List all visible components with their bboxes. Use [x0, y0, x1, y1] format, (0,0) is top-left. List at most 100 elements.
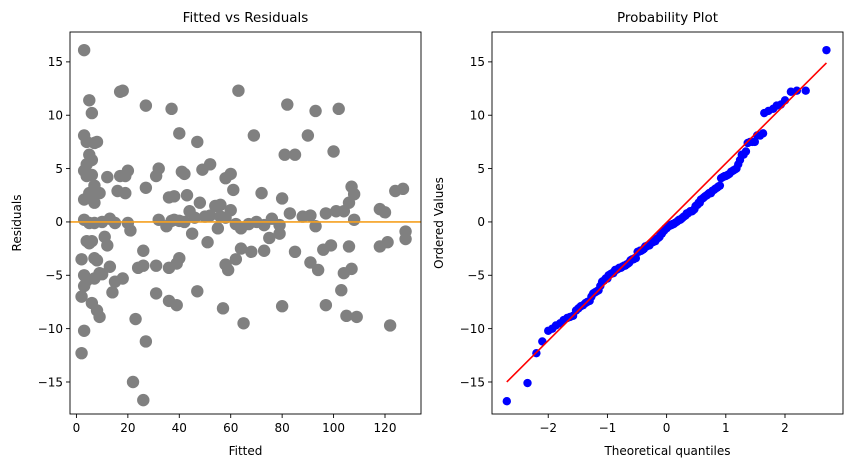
data-point: [227, 183, 240, 197]
data-point: [75, 346, 88, 360]
data-point: [85, 153, 99, 167]
data-point: [237, 317, 250, 330]
data-point: [263, 231, 276, 245]
data-point: [324, 239, 338, 252]
data-point: [191, 135, 204, 149]
x-tick-label: 80: [275, 421, 290, 435]
data-point: [750, 137, 760, 147]
data-point: [173, 252, 186, 265]
data-point: [124, 224, 137, 237]
data-point: [85, 106, 99, 120]
data-point: [234, 242, 248, 255]
x-tick-label: 0: [73, 421, 81, 435]
data-point: [77, 43, 91, 57]
data-point: [83, 94, 96, 107]
data-point: [209, 199, 222, 213]
probability-plot-title: Probability Plot: [617, 10, 718, 26]
data-point: [232, 84, 245, 97]
residual-plot-y-label: Residuals: [10, 195, 24, 252]
quantile-points-layer: [502, 45, 831, 406]
data-point: [201, 236, 214, 249]
data-point: [523, 378, 532, 388]
y-tick-label: −15: [38, 375, 63, 389]
data-point: [90, 254, 104, 267]
fit-line: [506, 62, 827, 383]
data-point: [275, 300, 289, 313]
data-point: [188, 211, 201, 224]
data-point: [180, 189, 194, 202]
y-tick-label: 0: [477, 215, 485, 229]
data-point: [93, 186, 106, 200]
y-tick-label: −5: [467, 269, 485, 283]
data-point: [822, 45, 831, 55]
x-tick-label: 60: [223, 421, 238, 435]
data-point: [340, 309, 353, 323]
data-point: [255, 186, 268, 200]
x-tick-label: −2: [539, 421, 557, 435]
data-point: [119, 186, 132, 200]
data-point: [137, 393, 150, 407]
x-tick-label: 100: [322, 421, 345, 435]
data-point: [273, 227, 286, 240]
data-point: [350, 310, 363, 324]
data-point: [245, 245, 258, 259]
data-point: [342, 240, 356, 253]
data-point: [88, 196, 101, 209]
data-point: [247, 129, 261, 142]
data-point: [309, 220, 322, 233]
data-point: [337, 205, 351, 218]
data-point: [191, 285, 204, 298]
data-point: [173, 127, 186, 140]
data-point: [165, 102, 178, 116]
data-point: [741, 147, 751, 156]
data-point: [396, 182, 410, 196]
data-point: [90, 135, 104, 149]
data-point: [77, 324, 91, 337]
data-point: [332, 102, 345, 116]
data-point: [216, 302, 230, 315]
data-point: [347, 187, 361, 201]
data-point: [126, 375, 140, 389]
data-point: [319, 207, 333, 220]
y-tick-label: 5: [477, 162, 485, 176]
data-point: [224, 204, 237, 217]
data-point: [137, 259, 150, 272]
probability-plot-x-label: Theoretical quantiles: [603, 444, 730, 458]
data-point: [101, 170, 114, 184]
y-tick-label: 10: [470, 109, 485, 123]
data-point: [149, 259, 163, 272]
data-point: [101, 239, 114, 252]
data-point: [758, 129, 768, 138]
data-point: [116, 272, 129, 285]
probability-plot-y-label: Ordered Values: [432, 177, 446, 269]
data-point: [378, 206, 392, 219]
y-tick-label: 15: [48, 55, 63, 69]
data-point: [121, 164, 135, 177]
x-tick-label: 0: [663, 421, 671, 435]
y-tick-label: −5: [45, 269, 63, 283]
data-point: [193, 196, 207, 209]
data-point: [278, 148, 291, 161]
data-point: [170, 298, 183, 312]
data-point: [211, 222, 225, 235]
data-point: [399, 232, 412, 246]
data-point: [85, 234, 99, 248]
data-point: [383, 319, 397, 332]
data-point: [801, 86, 810, 95]
data-point: [381, 236, 394, 249]
x-tick-label: 40: [172, 421, 187, 435]
x-tick-label: 1: [722, 421, 730, 435]
data-point: [301, 129, 315, 142]
data-point: [93, 310, 106, 324]
residual-points-layer: [75, 43, 412, 407]
data-point: [203, 209, 217, 222]
data-point: [304, 209, 317, 222]
data-point: [137, 244, 150, 257]
residual-plot-frame: [69, 31, 422, 415]
data-point: [792, 86, 802, 95]
data-point: [203, 158, 217, 171]
data-point: [85, 168, 99, 182]
